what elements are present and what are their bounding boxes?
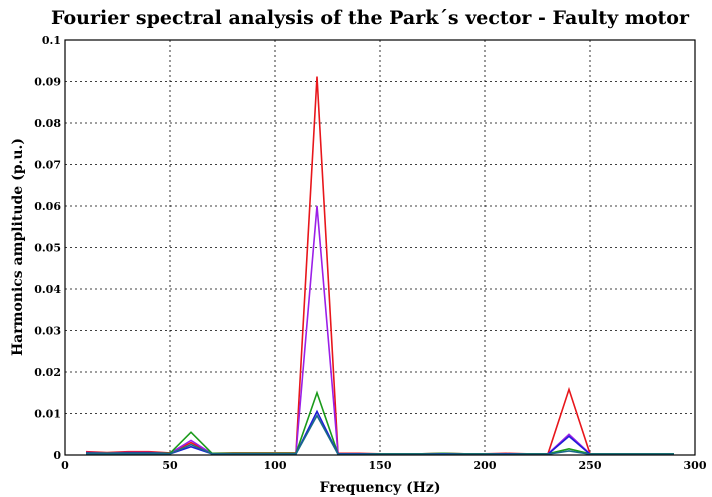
y-tick-label: 0 <box>53 449 61 462</box>
x-tick-label: 100 <box>264 459 287 472</box>
grid <box>65 40 695 455</box>
y-tick-label: 0.03 <box>34 325 61 338</box>
y-tick-label: 0.05 <box>34 242 61 255</box>
series-line-4 <box>85 409 674 456</box>
y-tick-label: 0.09 <box>34 76 61 89</box>
series-lines <box>85 76 674 456</box>
chart-title: Fourier spectral analysis of the Park´s … <box>51 7 690 29</box>
x-axis-label: Frequency (Hz) <box>320 480 441 496</box>
x-tick-label: 50 <box>162 459 178 472</box>
x-tick-label: 300 <box>684 459 707 472</box>
x-tick-label: 0 <box>61 459 69 472</box>
x-tick-label: 200 <box>474 459 497 472</box>
y-tick-label: 0.1 <box>42 34 61 47</box>
y-tick-label: 0.06 <box>34 200 61 213</box>
y-tick-label: 0.02 <box>34 366 61 379</box>
y-tick-label: 0.01 <box>34 408 61 421</box>
x-tick-label: 150 <box>369 459 392 472</box>
y-tick-label: 0.04 <box>34 283 61 296</box>
plot-frame <box>64 39 696 456</box>
y-ticks: 0 0.01 0.02 0.03 0.04 0.05 0.06 0.07 0.08 0.09 0.1 <box>34 34 61 462</box>
y-tick-label: 0.07 <box>34 159 61 172</box>
x-tick-label: 250 <box>579 459 602 472</box>
x-ticks: 0 50 100 150 200 250 300 <box>61 459 707 472</box>
y-axis-label: Harmonics amplitude (p.u.) <box>10 138 26 356</box>
y-tick-label: 0.08 <box>34 117 61 130</box>
series-line-5 <box>86 413 674 456</box>
